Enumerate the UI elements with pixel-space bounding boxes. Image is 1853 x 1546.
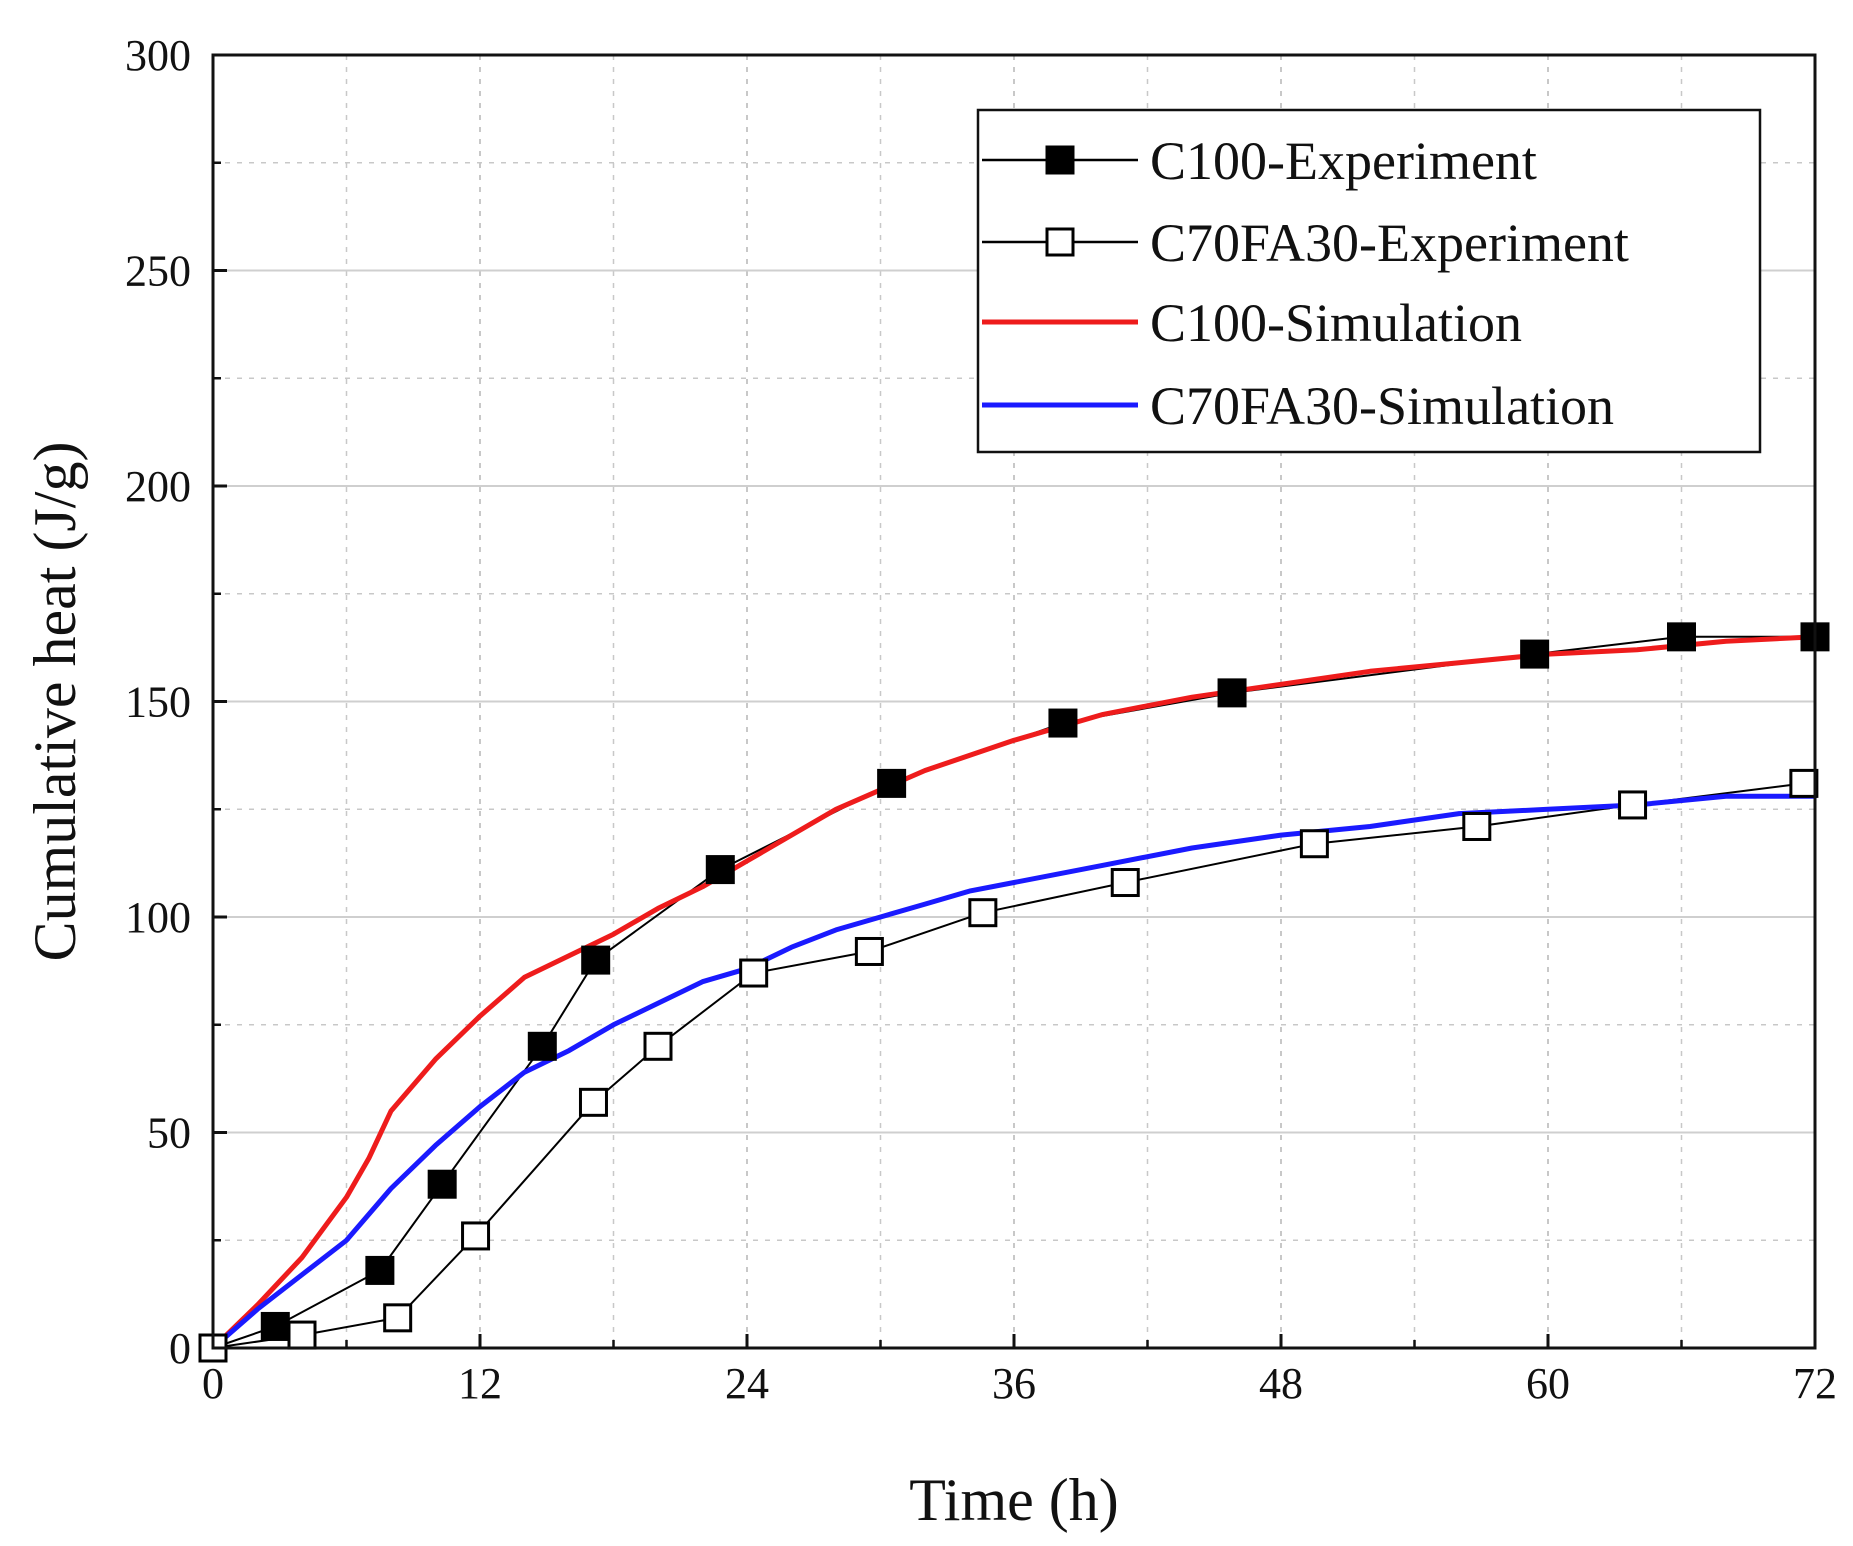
data-point	[427, 1169, 457, 1199]
x-tick-label: 36	[992, 1359, 1036, 1408]
legend-sample-marker	[1045, 227, 1075, 257]
data-point	[1217, 678, 1247, 708]
data-point	[365, 1255, 395, 1285]
y-tick-label: 250	[125, 247, 191, 296]
data-point	[705, 855, 735, 885]
legend: C100-Experiment C70FA30-Experiment C100-…	[976, 108, 1762, 454]
y-tick-label: 300	[125, 31, 191, 80]
data-point	[260, 1311, 290, 1341]
data-point	[287, 1320, 317, 1350]
legend-box	[976, 108, 1762, 454]
data-point	[1789, 768, 1819, 798]
legend-label-c100-experiment: C100-Experiment	[1150, 131, 1537, 191]
y-tick-label: 50	[147, 1109, 191, 1158]
data-point	[578, 1087, 608, 1117]
data-point	[739, 958, 769, 988]
legend-samples	[982, 145, 1138, 408]
data-point	[1110, 868, 1140, 898]
x-tick-label: 72	[1793, 1359, 1837, 1408]
y-axis-title: Cumulative heat (J/g)	[22, 442, 88, 962]
series-c70fa30-simulation	[210, 793, 1818, 1351]
x-tick-label: 12	[458, 1359, 502, 1408]
data-point	[1618, 790, 1648, 820]
data-point	[968, 898, 998, 928]
tick-labels: 0 12 24 36 48 60 72 0 50 100 150 200 250 300	[125, 31, 1837, 1408]
data-point	[581, 945, 611, 975]
x-tick-label: 24	[725, 1359, 769, 1408]
y-tick-label: 200	[125, 462, 191, 511]
data-point	[383, 1303, 413, 1333]
y-tick-label: 150	[125, 678, 191, 727]
axis-ticks	[211, 53, 1817, 1350]
x-axis-title: Time (h)	[909, 1467, 1118, 1533]
legend-sample-marker	[1045, 145, 1075, 175]
data-point	[1462, 811, 1492, 841]
x-tick-label: 0	[202, 1359, 224, 1408]
legend-label-c70fa30-simulation: C70FA30-Simulation	[1150, 376, 1614, 436]
legend-label-c70fa30-experiment: C70FA30-Experiment	[1150, 213, 1629, 273]
series-markers-c70fa30-experiment	[198, 768, 1819, 1363]
y-tick-label: 0	[169, 1324, 191, 1373]
series-line-c70fa30-experiment	[212, 782, 1805, 1349]
x-tick-label: 60	[1526, 1359, 1570, 1408]
data-point	[1048, 708, 1078, 738]
data-point	[854, 936, 884, 966]
series-c70fa30-experiment	[212, 782, 1805, 1349]
data-point	[527, 1031, 557, 1061]
data-point	[1667, 622, 1696, 652]
data-point	[461, 1221, 491, 1251]
y-tick-label: 100	[125, 893, 191, 942]
data-point	[1299, 829, 1329, 859]
series-layer	[198, 622, 1830, 1363]
series-line-c70fa30-simulation	[210, 793, 1818, 1351]
data-point	[643, 1031, 673, 1061]
x-tick-label: 48	[1259, 1359, 1303, 1408]
data-point	[1520, 639, 1550, 669]
legend-label-c100-simulation: C100-Simulation	[1150, 293, 1522, 353]
data-point	[877, 768, 907, 798]
